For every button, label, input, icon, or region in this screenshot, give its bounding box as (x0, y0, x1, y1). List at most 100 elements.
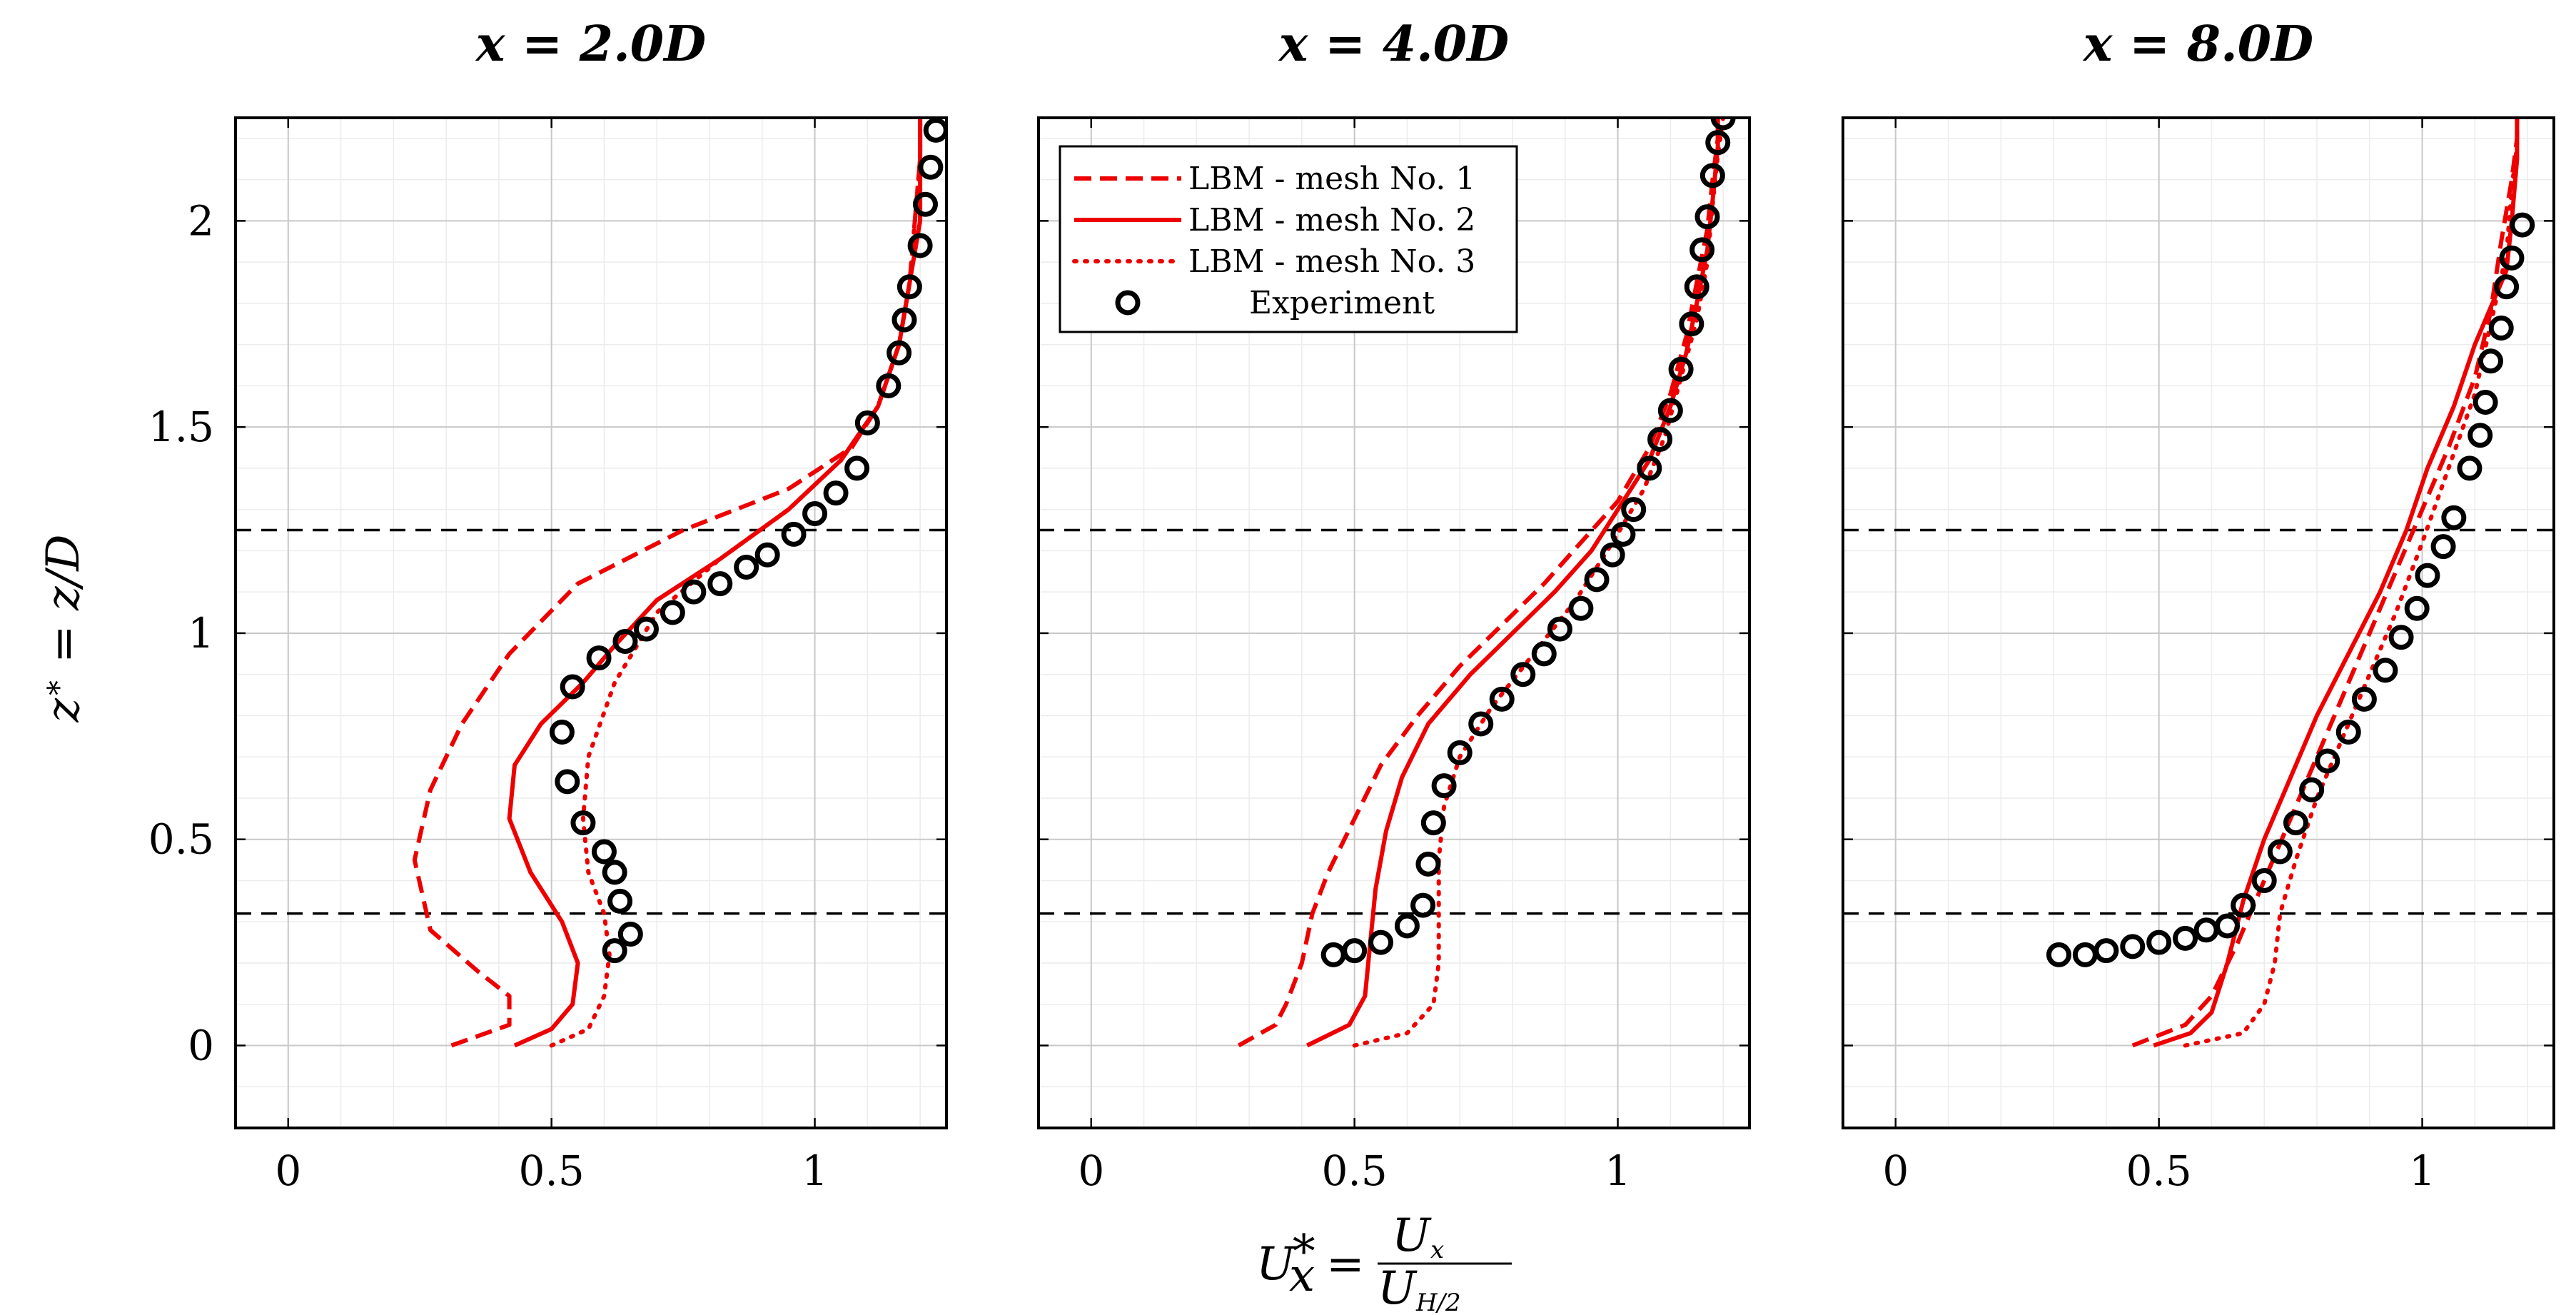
x-tick-label: 1 (1605, 1147, 1631, 1195)
svg-text:U: U (1256, 1238, 1296, 1291)
experiment-point (612, 628, 638, 654)
y-tick-label: 0.5 (148, 815, 214, 864)
experiment-point (1668, 356, 1694, 382)
series-lbm-mesh-no-3 (1352, 118, 1726, 1048)
experiment-point (1447, 740, 1473, 765)
panel-title: x = 2.0D (475, 16, 706, 73)
experiment-point (2146, 929, 2172, 955)
experiment-point (2351, 686, 2377, 712)
series-group (2046, 118, 2535, 1048)
experiment-point (2415, 563, 2440, 588)
x-tick-label: 0 (1882, 1147, 1909, 1195)
experiment-point (781, 521, 807, 547)
experiment-point (2193, 917, 2219, 943)
experiment-point (1621, 497, 1647, 523)
svg-text:x: x (1289, 1249, 1315, 1302)
experiment-point (660, 600, 685, 625)
legend-entry: Experiment (1249, 285, 1435, 321)
experiment-point (607, 888, 633, 914)
experiment-point (570, 810, 596, 836)
y-tick-label: 1.5 (148, 403, 214, 451)
plot-frame (234, 116, 948, 1129)
experiment-point (681, 579, 707, 605)
series-group (412, 118, 946, 1048)
experiment-point (2499, 245, 2525, 271)
experiment-point (754, 542, 780, 568)
experiment-point (602, 860, 627, 885)
experiment-point (586, 645, 612, 671)
experiment-point (823, 480, 849, 506)
series-lbm-mesh-no-1 (412, 118, 923, 1048)
experiment-point (2120, 934, 2146, 959)
experiment-point (2468, 423, 2493, 448)
experiment-point (1584, 567, 1610, 593)
experiment-point (1600, 542, 1625, 568)
experiment-point (2072, 942, 2098, 967)
experiment-point (2315, 748, 2340, 774)
experiment-point (802, 500, 828, 526)
panels: x = 2.0D 0 0.5 1 0 0.5 1 1.5 2 x = 4.0D 0 0.5 1 LBM -… (148, 16, 2555, 1195)
x-axis-label: U ∗ x = Ux UH/2 (1256, 1209, 1512, 1315)
experiment-point (1415, 851, 1441, 877)
experiment-point (2231, 892, 2256, 918)
experiment-point (892, 307, 917, 333)
legend-marker-experiment (1115, 290, 1141, 316)
experiment-point (854, 410, 880, 435)
legend-entry: LBM - mesh No. 2 (1188, 202, 1475, 238)
series-group (1237, 118, 1736, 1048)
experiment-point (617, 922, 643, 947)
experiment-point (591, 839, 617, 865)
experiment-point (887, 340, 912, 366)
series-lbm-mesh-no-2 (1305, 118, 1720, 1048)
experiment-point (876, 373, 901, 398)
experiment-point (2494, 274, 2520, 300)
experiment-point (896, 274, 922, 300)
experiment-point (907, 233, 933, 258)
legend: LBM - mesh No. 1 LBM - mesh No. 2 LBM - me… (1059, 145, 1518, 333)
experiment-point (1637, 455, 1662, 481)
panel-3: x = 8.0D 0 0.5 1 (1842, 16, 2555, 1195)
series-lbm-mesh-no-2 (507, 118, 923, 1048)
y-tick-label: 1 (188, 609, 214, 658)
svg-text:UH/2: UH/2 (1378, 1262, 1461, 1315)
plot-frame (1037, 116, 1751, 1129)
experiment-point (1657, 398, 1683, 423)
experiment-point (1410, 892, 1436, 918)
experiment-point (2093, 938, 2119, 964)
panel-title: x = 4.0D (1278, 16, 1509, 73)
experiment-point (2477, 348, 2503, 374)
experiment-point (1689, 237, 1715, 263)
experiment-point (1342, 938, 1368, 964)
experiment-point (918, 154, 944, 180)
experiment-point (2441, 505, 2467, 530)
experiment-point (2473, 390, 2498, 415)
svg-text:=: = (1326, 1238, 1365, 1291)
svg-text:∗: ∗ (1288, 1216, 1320, 1269)
experiment-point (1679, 311, 1704, 337)
experiment-point (1710, 118, 1736, 131)
experiment-point (1510, 662, 1536, 687)
svg-text:Ux: Ux (1392, 1209, 1444, 1264)
panel-title: x = 8.0D (2082, 16, 2313, 73)
legend-entry: LBM - mesh No. 1 (1188, 161, 1475, 197)
experiment-point (2299, 777, 2325, 802)
experiment-point (633, 616, 659, 642)
series-lbm-mesh-no-3 (549, 118, 923, 1048)
experiment-point (2335, 720, 2361, 745)
x-tick-label: 1 (802, 1147, 828, 1195)
experiment-point (1647, 426, 1673, 452)
experiment-point (2267, 839, 2293, 865)
experiment-point (707, 571, 733, 597)
x-tick-label: 1 (2409, 1147, 2435, 1195)
experiment-point (1489, 686, 1515, 712)
x-tick-label: 0.5 (2126, 1147, 2192, 1195)
experiment-point (1694, 204, 1720, 230)
experiment-point (1684, 274, 1709, 300)
panel-1: x = 2.0D 0 0.5 1 0 0.5 1 1.5 2 (148, 16, 948, 1195)
x-tick-label: 0 (275, 1147, 301, 1195)
experiment-point (1610, 521, 1636, 547)
experiment-point (2510, 212, 2535, 238)
experiment-point (2215, 913, 2241, 939)
